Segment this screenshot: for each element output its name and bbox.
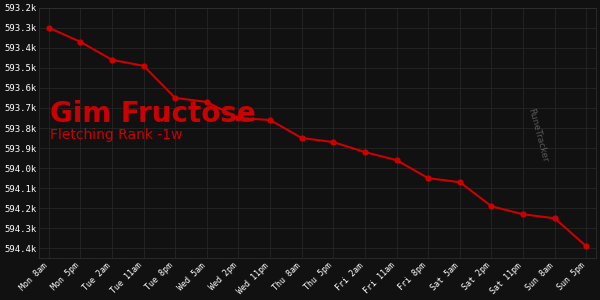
Text: RuneTracker: RuneTracker xyxy=(526,107,549,163)
Text: Gim Fructose: Gim Fructose xyxy=(50,100,256,128)
Text: Fletching Rank -1w: Fletching Rank -1w xyxy=(50,128,183,142)
